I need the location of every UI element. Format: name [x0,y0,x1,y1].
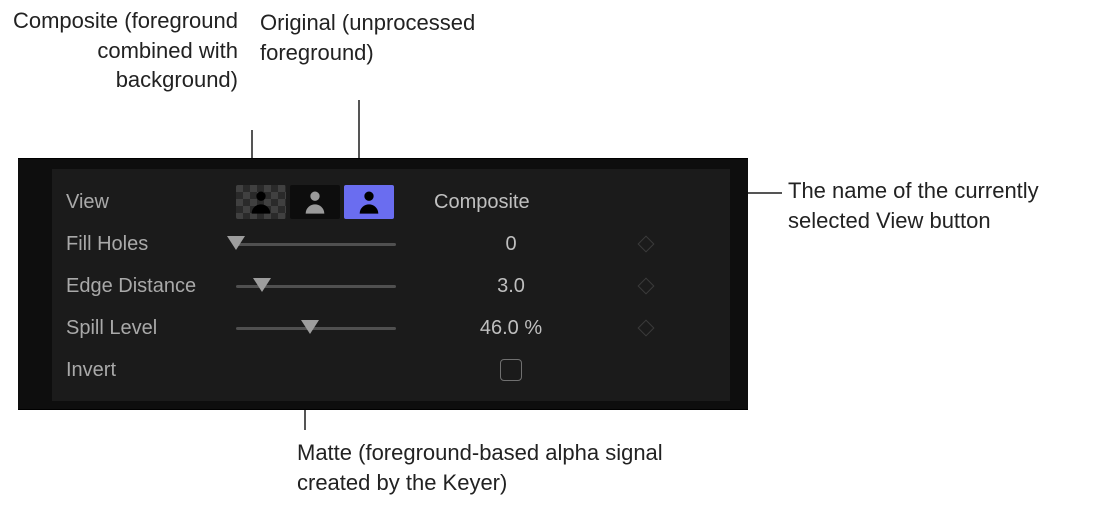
keyframe-diamond-icon [638,236,655,253]
row-spill-level: Spill Level 46.0 % [66,307,716,349]
row-view: View [66,181,716,223]
view-original-button[interactable] [344,185,394,219]
silhouette-icon [301,188,329,216]
inspector-panel-inner: View [52,169,730,401]
spill-level-slider[interactable] [236,316,396,340]
param-label: Fill Holes [66,233,236,256]
view-selected-label: Composite [434,191,564,214]
param-label: Edge Distance [66,275,236,298]
slider-thumb[interactable] [253,278,271,292]
keyframe-toggle[interactable] [576,322,716,334]
param-label-view: View [66,191,236,214]
slider-thumb[interactable] [227,236,245,250]
callout-text: The name of the currently selected View … [788,178,1039,233]
silhouette-icon [247,188,275,216]
slider-track [236,243,396,246]
slider-thumb[interactable] [301,320,319,334]
callout-viewname: The name of the currently selected View … [788,176,1078,235]
param-value[interactable]: 3.0 [446,275,576,298]
fill-holes-slider[interactable] [236,232,396,256]
callout-matte: Matte (foreground-based alpha signal cre… [297,438,717,497]
param-label: Spill Level [66,317,236,340]
callout-text: Composite (foreground combined with back… [13,8,238,92]
keyframe-diamond-icon [638,278,655,295]
callout-composite: Composite (foreground combined with back… [0,6,238,95]
callout-original: Original (unprocessed foreground) [260,8,483,67]
invert-checkbox-cell [446,359,576,381]
param-value[interactable]: 46.0 % [446,317,576,340]
silhouette-icon [355,188,383,216]
view-composite-button[interactable] [236,185,286,219]
edge-distance-slider[interactable] [236,274,396,298]
row-invert: Invert [66,349,716,391]
row-edge-distance: Edge Distance 3.0 [66,265,716,307]
inspector-panel: View [18,158,748,410]
keyframe-toggle[interactable] [576,280,716,292]
keyframe-toggle[interactable] [576,238,716,250]
invert-checkbox[interactable] [500,359,522,381]
keyframe-diamond-icon [638,320,655,337]
slider-control [236,232,446,256]
view-matte-button[interactable] [290,185,340,219]
view-buttons-group: Composite [236,185,564,219]
row-fill-holes: Fill Holes 0 [66,223,716,265]
callout-text: Original (unprocessed foreground) [260,10,475,65]
param-value[interactable]: 0 [446,233,576,256]
callout-text: Matte (foreground-based alpha signal cre… [297,440,663,495]
param-label: Invert [66,359,236,382]
slider-control [236,316,446,340]
slider-control [236,274,446,298]
